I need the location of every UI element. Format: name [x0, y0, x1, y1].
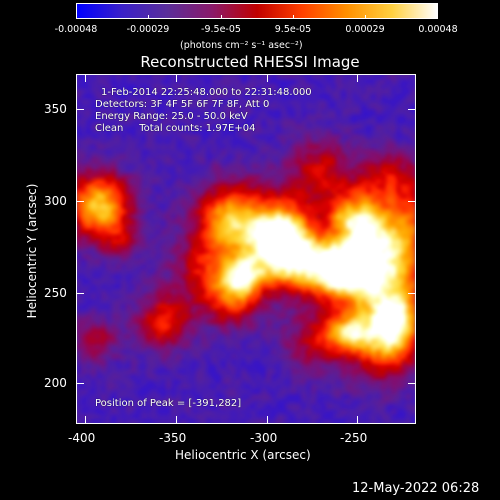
y-tick-label: 250 [44, 286, 67, 300]
x-tick-label: -250 [340, 431, 368, 445]
x-tick-label: -350 [159, 431, 187, 445]
image-plot-area: 1-Feb-2014 22:25:48.000 to 22:31:48.000 … [76, 74, 416, 424]
colorbar-tickmark [221, 15, 222, 19]
heatmap-image [76, 74, 416, 424]
y-axis-tick [76, 293, 84, 294]
y-axis-tick [408, 201, 416, 202]
peak-position-label: Position of Peak = [-391,282] [95, 398, 242, 409]
y-axis-label: Heliocentric Y (arcsec) [25, 183, 39, 319]
x-axis-tick [85, 74, 86, 82]
x-axis-tick [85, 416, 86, 424]
colorbar-tickmark [293, 15, 294, 19]
x-axis-tick [357, 416, 358, 424]
y-tick-label: 200 [44, 376, 67, 390]
info-energy-range: Energy Range: 25.0 - 50.0 keV [95, 111, 248, 122]
info-detectors: Detectors: 3F 4F 5F 6F 7F 8F, Att 0 [95, 99, 270, 110]
y-tick-label: 350 [44, 102, 67, 116]
y-axis-tick [76, 383, 84, 384]
y-tick-label: 300 [44, 194, 67, 208]
y-axis-tick [76, 109, 84, 110]
y-axis-tick [408, 109, 416, 110]
x-axis-label: Heliocentric X (arcsec) [175, 448, 311, 462]
colorbar-tick-label: 0.00048 [418, 24, 458, 35]
colorbar-tick-label: 0.00029 [345, 24, 385, 35]
y-axis-tick [408, 293, 416, 294]
x-axis-tick [357, 74, 358, 82]
colorbar-unit-label: (photons cm⁻² s⁻¹ asec⁻²) [180, 40, 303, 51]
info-time-range: 1-Feb-2014 22:25:48.000 to 22:31:48.000 [101, 87, 312, 98]
x-axis-tick [176, 416, 177, 424]
y-axis-tick [76, 201, 84, 202]
x-tick-label: -300 [250, 431, 278, 445]
footer-date: 12-May-2022 06:28 [352, 481, 480, 496]
colorbar-tick-label: -0.00048 [54, 24, 98, 35]
colorbar-tick-label: -9.5e-05 [201, 24, 241, 35]
colorbar-tick-label: 9.5e-05 [274, 24, 312, 35]
colorbar-tickmark [365, 15, 366, 19]
colorbar-tickmark [148, 15, 149, 19]
colorbar [76, 3, 438, 19]
colorbar-tick-label: -0.00029 [126, 24, 170, 35]
plot-title: Reconstructed RHESSI Image [140, 53, 360, 71]
x-tick-label: -400 [68, 431, 96, 445]
y-axis-tick [408, 383, 416, 384]
x-axis-tick [267, 74, 268, 82]
info-method-counts: Clean Total counts: 1.97E+04 [95, 123, 256, 134]
x-axis-tick [176, 74, 177, 82]
x-axis-tick [267, 416, 268, 424]
